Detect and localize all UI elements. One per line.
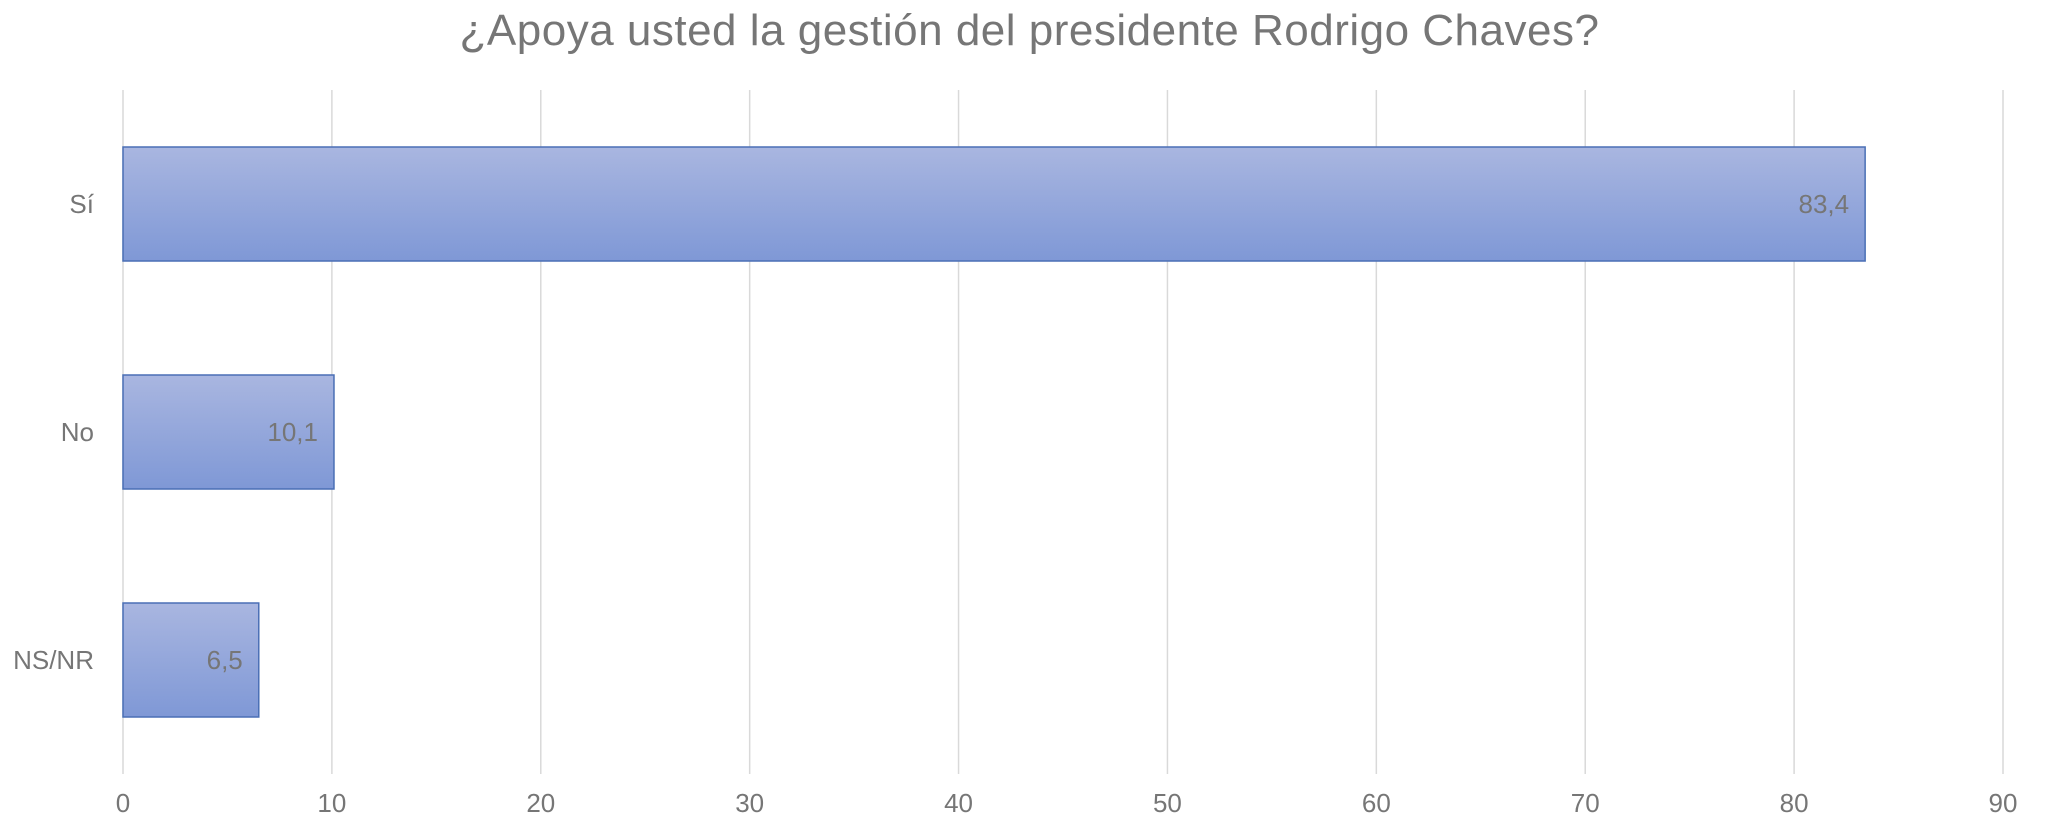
category-label: NS/NR [13, 645, 94, 675]
x-tick-label: 0 [116, 788, 130, 818]
bar [122, 602, 260, 718]
x-tick-label: 20 [526, 788, 555, 818]
category-label: No [61, 417, 94, 447]
x-tick-label: 80 [1780, 788, 1809, 818]
x-tick-label: 60 [1362, 788, 1391, 818]
category-label: Sí [69, 189, 94, 219]
x-tick-label: 50 [1153, 788, 1182, 818]
data-label: 83,4 [1799, 189, 1850, 219]
x-tick-label: 10 [317, 788, 346, 818]
data-label: 10,1 [267, 417, 318, 447]
bar [122, 374, 335, 490]
chart-title: ¿Apoya usted la gestión del presidente R… [459, 6, 1600, 55]
x-tick-label: 30 [735, 788, 764, 818]
x-tick-label: 40 [944, 788, 973, 818]
x-tick-label: 70 [1571, 788, 1600, 818]
bars [122, 146, 1866, 718]
bar [122, 146, 1866, 262]
data-label: 6,5 [207, 645, 243, 675]
x-tick-label: 90 [1989, 788, 2018, 818]
labels: 0 10 20 30 40 50 60 70 80 90 Sí 83,4 No 10,1 NS/NR 6,5 [13, 189, 2017, 818]
